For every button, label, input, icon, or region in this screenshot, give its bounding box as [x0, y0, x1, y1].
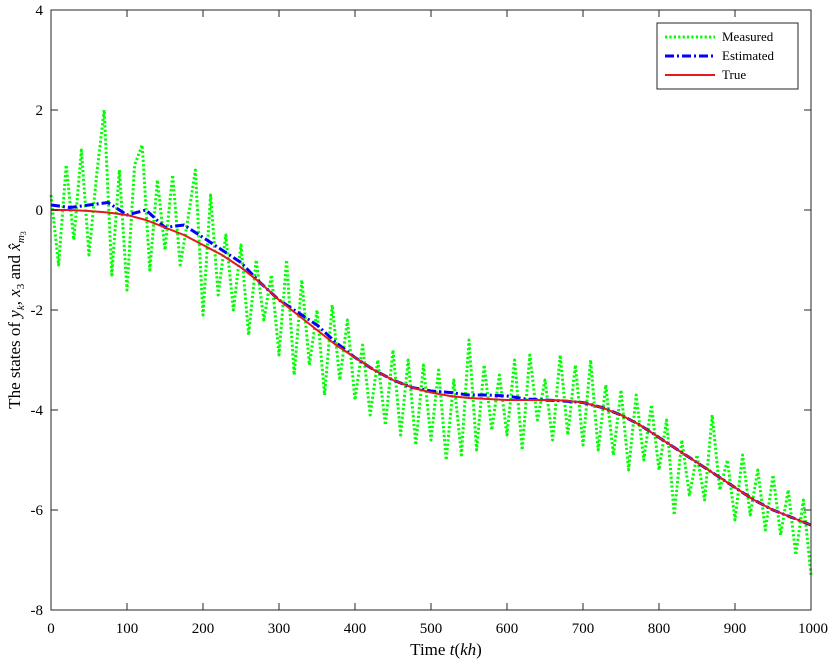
- x-tick-label: 1000: [798, 621, 828, 637]
- series-line-measured: [49, 108, 813, 576]
- x-tick-label: 800: [648, 621, 671, 637]
- y-tick-label: 4: [36, 3, 44, 19]
- x-tick-label: 900: [724, 621, 747, 637]
- x-tick-label: 700: [572, 621, 595, 637]
- legend-label-measured: Measured: [722, 29, 774, 44]
- x-axis-label: Time t(kh): [410, 640, 482, 659]
- x-tick-label: 400: [344, 621, 367, 637]
- y-tick-label: -2: [31, 303, 44, 319]
- series-line-true: [51, 209, 812, 526]
- y-tick-label: 0: [36, 203, 44, 219]
- y-tick-label: -8: [31, 603, 44, 619]
- x-tick-label: 600: [496, 621, 519, 637]
- y-tick-label: 2: [36, 103, 44, 119]
- x-tick-label: 300: [268, 621, 291, 637]
- plot-area: [49, 108, 813, 576]
- legend-label-true: True: [722, 67, 746, 82]
- x-tick-label: 500: [420, 621, 443, 637]
- series-line-estimated: [50, 201, 812, 527]
- legend-label-estimated: Estimated: [722, 48, 774, 63]
- tick-labels: 0 100 200 300 400 500 600 700 800 900 1000 4 2 0 -2 -4 -…: [31, 3, 829, 637]
- x-tick-label: 100: [116, 621, 139, 637]
- y-tick-label: -4: [31, 403, 44, 419]
- axes-frame: [50, 9, 812, 611]
- x-tick-label: 200: [192, 621, 215, 637]
- x-tick-label: 0: [47, 621, 55, 637]
- legend-box: [656, 22, 799, 90]
- y-axis-label: The states of yk, x3 and x̂m3: [5, 231, 28, 409]
- legend: Measured Estimated True: [656, 22, 799, 90]
- axes: [50, 9, 812, 611]
- y-tick-label: -6: [31, 503, 44, 519]
